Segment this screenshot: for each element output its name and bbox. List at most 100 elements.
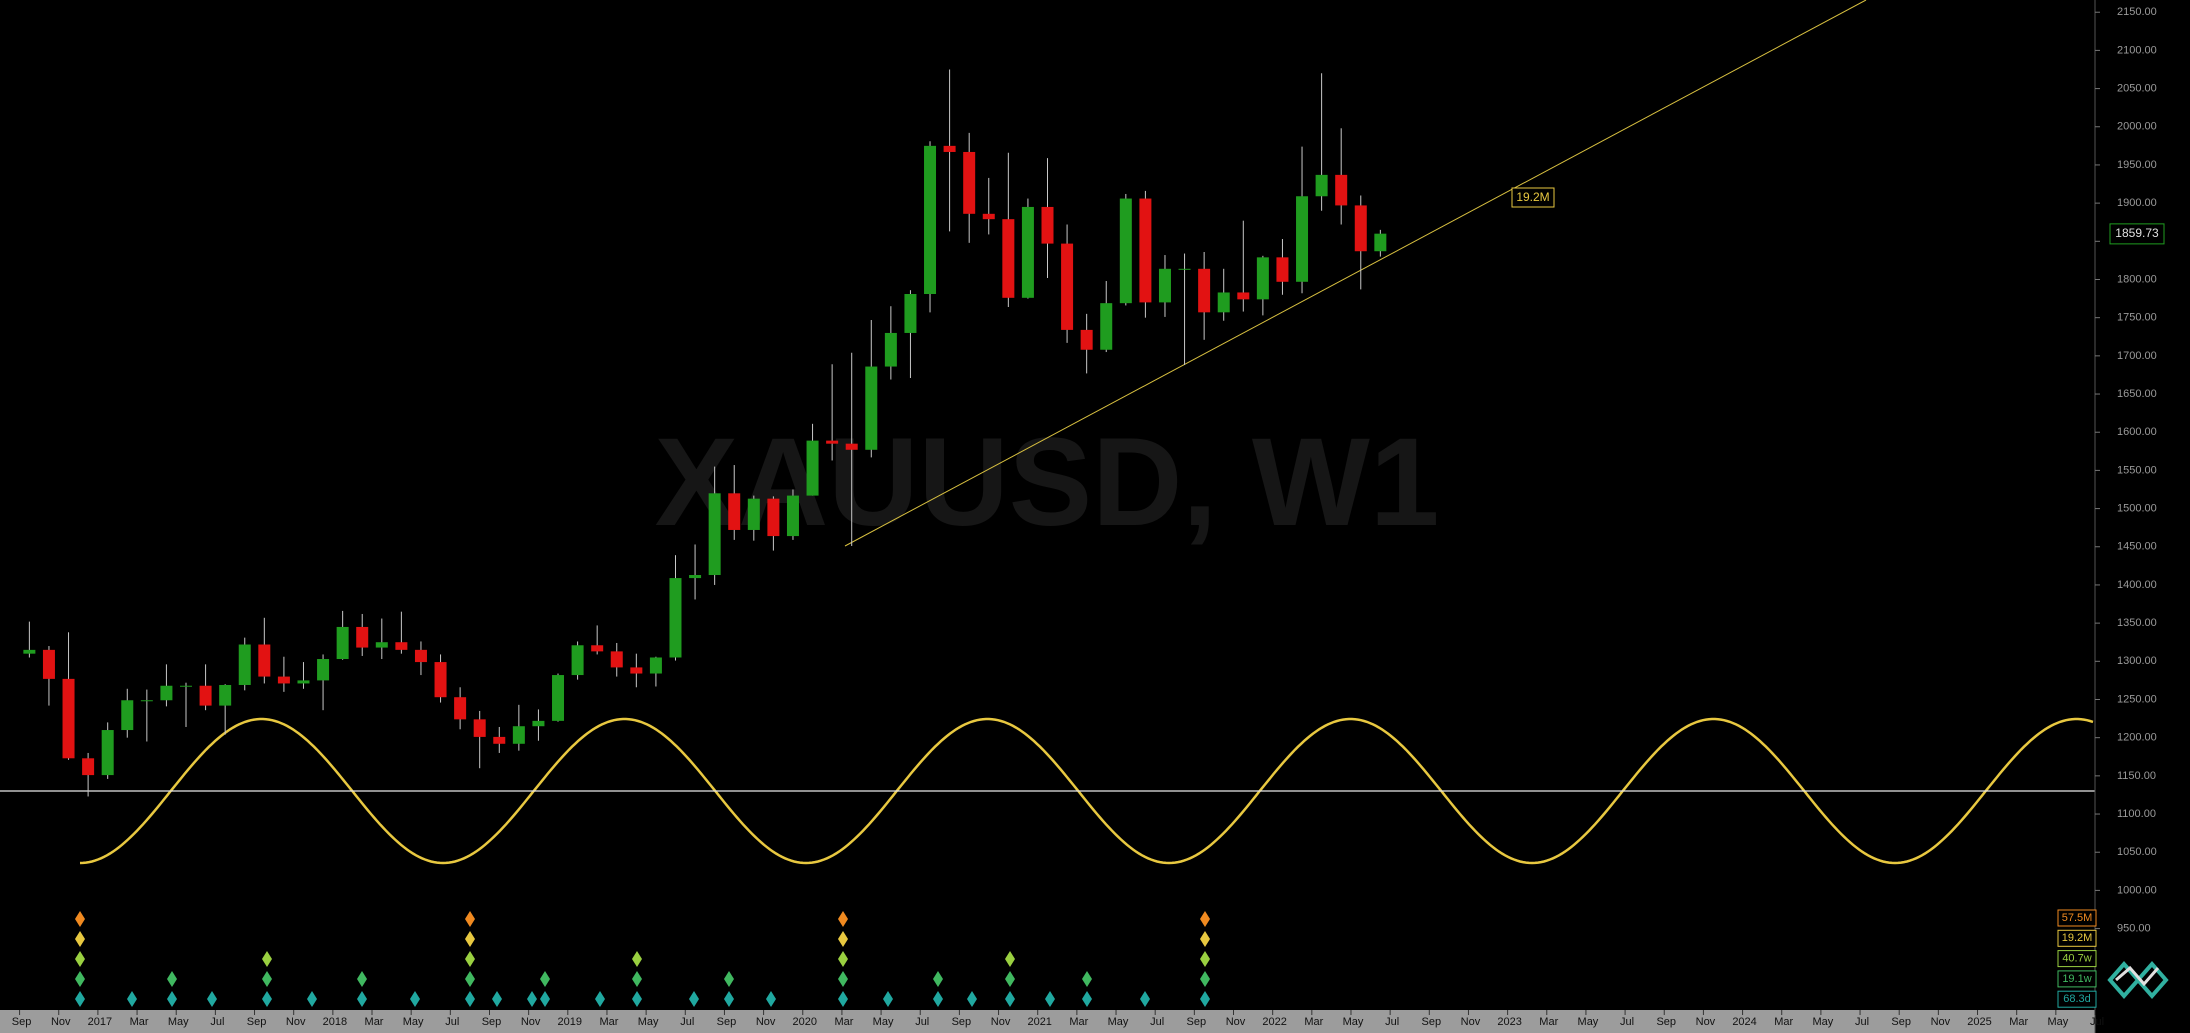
y-tick-label: 1900.00 — [2117, 197, 2157, 209]
x-tick-label: Jul — [1150, 1016, 1164, 1028]
y-tick-label: 2050.00 — [2117, 82, 2157, 94]
candle-body — [1335, 174, 1348, 206]
annotation-box — [1511, 187, 1555, 208]
x-tick-label: Nov — [1696, 1016, 1716, 1028]
y-tick-label: 1100.00 — [2117, 808, 2156, 820]
candles — [23, 69, 1387, 797]
x-tick-label: Mar — [1774, 1016, 1793, 1028]
cycle-marker — [527, 991, 537, 1007]
candle-body — [747, 498, 760, 530]
cycle-marker — [492, 991, 502, 1007]
cycle-marker — [595, 991, 605, 1007]
x-tick-label: 2025 — [1967, 1016, 1991, 1028]
candle-body — [375, 642, 388, 648]
cycle-marker — [1200, 991, 1210, 1007]
candle-body — [317, 659, 330, 681]
y-tick-label: 2100.00 — [2117, 44, 2157, 56]
cycle-marker — [838, 911, 848, 927]
cycle-marker — [75, 971, 85, 987]
cycle-marker — [410, 991, 420, 1007]
candle-body — [199, 685, 212, 706]
cycle-legend: 57.5M 19.2M 40.7w 19.1w 68.3d — [2057, 909, 2097, 1008]
cycle-marker — [967, 991, 977, 1007]
last-price-box — [2109, 223, 2165, 245]
y-tick-label: 1000.00 — [2117, 884, 2157, 896]
candle-body — [1002, 219, 1015, 298]
trend-line — [844, 0, 1867, 547]
x-tick-label: Jul — [680, 1016, 694, 1028]
cycle-wave — [79, 717, 2094, 865]
cycle-legend-box — [2057, 970, 2097, 988]
candle-body — [1276, 257, 1289, 282]
x-tick-label: Sep — [717, 1016, 737, 1028]
candle-body — [786, 495, 799, 537]
x-tick-label: Mar — [1539, 1016, 1558, 1028]
y-tick-label: 1700.00 — [2117, 350, 2157, 362]
y-tick-label: 1150.00 — [2117, 770, 2156, 782]
x-tick-label: Sep — [1891, 1016, 1911, 1028]
x-tick-label: Nov — [51, 1016, 71, 1028]
y-tick-label: 1800.00 — [2117, 273, 2157, 285]
candle-body — [1296, 196, 1309, 282]
cycle-marker — [883, 991, 893, 1007]
candle-body — [1158, 268, 1171, 303]
cycle-marker — [75, 931, 85, 947]
candle-body — [532, 720, 545, 727]
x-tick-label: May — [2047, 1016, 2068, 1028]
cycle-marker — [75, 911, 85, 927]
candle-body — [708, 493, 721, 576]
y-tick-label: 1550.00 — [2117, 464, 2157, 476]
candle-body — [552, 675, 565, 721]
cycle-marker — [465, 951, 475, 967]
cycle-legend-box — [2057, 950, 2097, 968]
candle-body — [806, 440, 819, 496]
x-tick-label: Jul — [1620, 1016, 1634, 1028]
cycle-marker — [1082, 991, 1092, 1007]
candle-body — [982, 213, 995, 220]
x-tick-label: May — [1343, 1016, 1364, 1028]
candle-body — [121, 700, 134, 731]
candle-body — [512, 726, 525, 744]
candle-body — [630, 667, 643, 674]
x-tick-label: Sep — [952, 1016, 972, 1028]
candle-body — [689, 575, 702, 579]
candle-body — [865, 366, 878, 450]
cycle-marker — [632, 991, 642, 1007]
candle-body — [943, 145, 956, 152]
cycle-marker — [1140, 991, 1150, 1007]
y-tick-label: 950.00 — [2117, 922, 2151, 934]
x-axis-strip — [0, 1010, 2095, 1033]
y-tick-label: 1250.00 — [2117, 693, 2157, 705]
x-tick-label: Sep — [247, 1016, 267, 1028]
cycle-marker — [838, 971, 848, 987]
x-tick-label: 2022 — [1262, 1016, 1286, 1028]
x-axis: Sep Nov 2017 Mar May Jul Sep Nov 2018 Mar May Jul Se… — [12, 1010, 2104, 1028]
x-tick-label: May — [638, 1016, 659, 1028]
y-tick-label: 1350.00 — [2117, 617, 2157, 629]
candle-body — [1119, 198, 1132, 304]
candle-body — [219, 684, 232, 706]
x-tick-label: Mar — [130, 1016, 149, 1028]
x-tick-label: Sep — [482, 1016, 502, 1028]
cycle-marker — [689, 991, 699, 1007]
cycle-marker — [75, 991, 85, 1007]
x-tick-label: Mar — [834, 1016, 853, 1028]
y-axis: 950.00 1000.00 1050.00 1100.00 1150.00 1200.0… — [2095, 6, 2157, 934]
candle-body — [767, 498, 780, 537]
y-tick-label: 1750.00 — [2117, 312, 2157, 324]
candle-body — [297, 680, 310, 684]
candle-body — [571, 645, 584, 676]
x-tick-label: 2018 — [323, 1016, 347, 1028]
y-tick-label: 1450.00 — [2117, 541, 2157, 553]
candle-body — [454, 697, 467, 720]
x-tick-label: Mar — [365, 1016, 384, 1028]
cycle-legend-label: 19.2M — [2062, 932, 2093, 944]
cycle-marker — [262, 991, 272, 1007]
cycle-marker — [1200, 931, 1210, 947]
cycle-marker — [540, 971, 550, 987]
cycle-marker — [167, 971, 177, 987]
candle-body — [101, 730, 114, 776]
